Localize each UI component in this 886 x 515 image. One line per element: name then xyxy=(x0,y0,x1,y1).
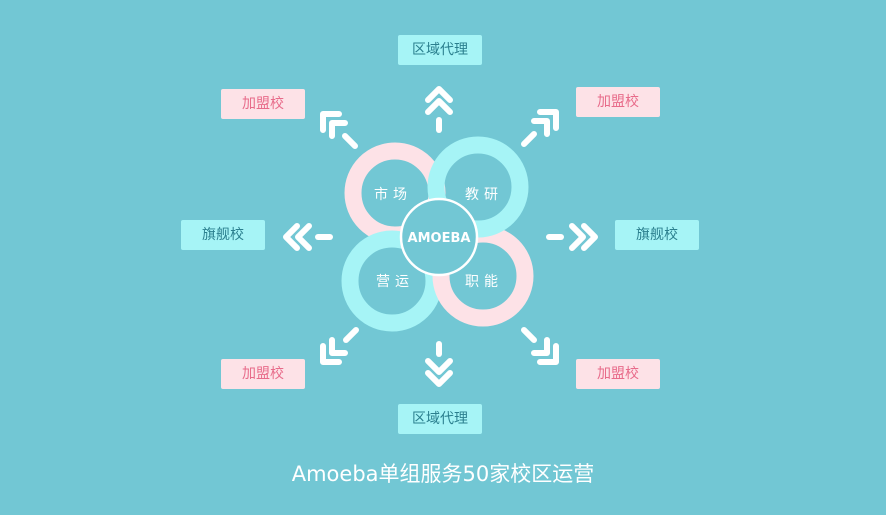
arrow-down-left-icon xyxy=(320,327,359,365)
arrow-down-right-icon xyxy=(521,327,559,365)
arrow-group xyxy=(283,86,598,387)
arrow-up-left-icon xyxy=(320,111,358,149)
diagram-caption: Amoeba单组服务50家校区运营 xyxy=(291,462,595,486)
arrow-up-icon xyxy=(425,86,453,133)
arrow-right-icon xyxy=(546,223,598,251)
arrow-up-right-icon xyxy=(521,109,559,147)
center-label: AMOEBA xyxy=(408,231,471,246)
ring-label-operations: 营运 xyxy=(376,274,414,290)
node-franchise-bottom-left: 加盟校 xyxy=(221,359,305,389)
ring-label-market: 市场 xyxy=(374,186,412,203)
ring-research xyxy=(427,136,529,238)
node-franchise-bottom-right: 加盟校 xyxy=(576,359,660,389)
node-franchise-top-right: 加盟校 xyxy=(576,87,660,117)
arrow-down-icon xyxy=(425,341,453,387)
center-circle xyxy=(399,197,479,277)
node-regional-agent-top: 区域代理 xyxy=(398,35,482,65)
ring-label-functions: 职能 xyxy=(465,274,503,290)
arrow-left-icon xyxy=(283,223,333,251)
node-flagship-right: 旗舰校 xyxy=(615,220,699,250)
node-franchise-top-left: 加盟校 xyxy=(221,89,305,119)
ring-label-research: 教研 xyxy=(465,187,503,203)
node-regional-agent-bottom: 区域代理 xyxy=(398,404,482,434)
ring-group xyxy=(341,136,534,332)
node-flagship-left: 旗舰校 xyxy=(181,220,265,250)
